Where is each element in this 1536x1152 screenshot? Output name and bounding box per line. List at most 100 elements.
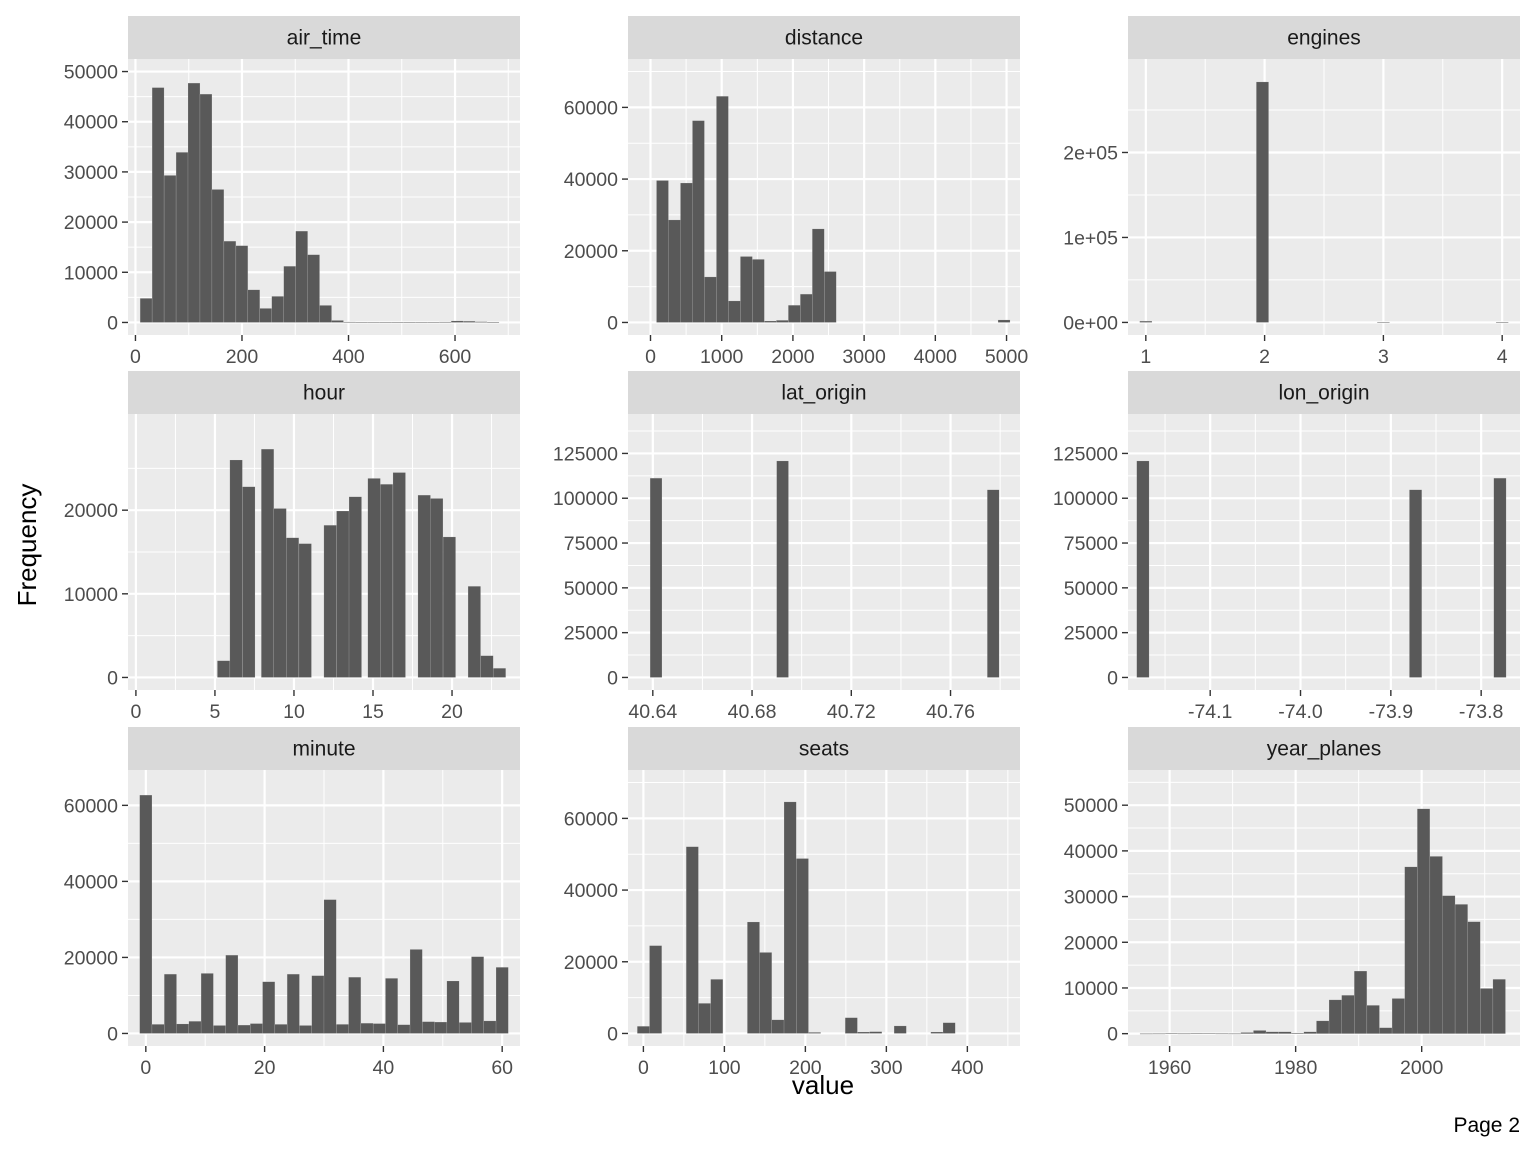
y-tick-label: 20000 — [64, 947, 118, 969]
y-tick-label: 30000 — [1064, 887, 1118, 909]
facet-strip — [628, 16, 1020, 59]
y-tick-label: 125000 — [1053, 443, 1118, 465]
histogram-bar — [776, 460, 789, 678]
x-tick-label: 60 — [491, 1057, 513, 1079]
histogram-bar — [1467, 921, 1481, 1034]
histogram-bar — [685, 846, 699, 1034]
facet-title: lon_origin — [1278, 382, 1369, 405]
histogram-bar — [1139, 1033, 1153, 1035]
x-tick-label: 0 — [130, 701, 141, 723]
y-tick-label: 50000 — [564, 578, 618, 600]
histogram-bar — [740, 256, 753, 323]
histogram-bar — [656, 180, 669, 323]
histogram-bar — [716, 96, 729, 323]
histogram-bar — [1354, 970, 1368, 1034]
histogram-bar — [262, 981, 276, 1034]
histogram-bar — [139, 298, 153, 323]
histogram-bar — [1442, 895, 1456, 1034]
histogram-bar — [1341, 995, 1355, 1034]
page-number-label: Page 2 — [1453, 1114, 1520, 1137]
y-tick-label: 50000 — [1064, 795, 1118, 817]
histogram-bar — [1429, 856, 1443, 1034]
y-tick-label: 75000 — [564, 533, 618, 555]
facet-lon-origin: lon_origin -74.1 -74.0 -73.9 -73.8 0 25000 5000… — [1053, 371, 1520, 723]
y-tick-label: 50000 — [1064, 578, 1118, 600]
facet-strip — [128, 727, 520, 770]
histogram-bar — [893, 1025, 907, 1034]
histogram-bar — [1228, 1033, 1242, 1035]
x-tick-label: 100 — [708, 1057, 741, 1079]
histogram-bar — [1404, 866, 1418, 1034]
histogram-bar — [213, 1025, 226, 1034]
x-tick-label: 1960 — [1148, 1057, 1192, 1079]
x-tick-label: 40.72 — [827, 701, 876, 723]
histogram-bar — [298, 543, 312, 678]
histogram-bar — [336, 510, 350, 678]
facet-title: seats — [799, 738, 849, 761]
histogram-bar — [747, 921, 760, 1034]
y-tick-label: 0 — [107, 1023, 118, 1045]
histogram-bar — [323, 899, 337, 1034]
y-tick-label: 100000 — [1053, 488, 1118, 510]
histogram-bar — [930, 1031, 944, 1034]
x-tick-label: 40.64 — [628, 701, 677, 723]
histogram-bar — [1493, 477, 1507, 678]
histogram-bar — [692, 120, 705, 323]
y-tick-label: 30000 — [64, 162, 118, 184]
x-tick-label: 3000 — [842, 346, 886, 368]
y-tick-label: 125000 — [553, 443, 618, 465]
x-tick-label: 0 — [645, 346, 656, 368]
y-tick-label: 20000 — [64, 212, 118, 234]
histogram-bar — [800, 293, 813, 323]
histogram-bar — [380, 484, 394, 678]
y-tick-label: 0 — [607, 667, 618, 689]
facet-strip — [628, 727, 1020, 770]
histogram-bar — [1256, 81, 1269, 323]
x-tick-label: 4000 — [914, 346, 958, 368]
histogram-bar — [450, 320, 464, 323]
facet-strip — [1128, 371, 1520, 414]
histogram-bar — [1139, 320, 1153, 323]
x-tick-label: 400 — [951, 1057, 984, 1079]
histogram-bar — [323, 525, 337, 678]
histogram-bar — [788, 305, 801, 323]
histogram-bar — [987, 489, 1000, 678]
facet-title: hour — [303, 382, 345, 405]
facet-title: lat_origin — [781, 382, 866, 405]
y-tick-label: 0 — [607, 1023, 618, 1045]
facet-strip — [628, 371, 1020, 414]
x-tick-label: 0 — [130, 346, 141, 368]
y-tick-label: 60000 — [564, 97, 618, 119]
y-tick-label: 25000 — [564, 623, 618, 645]
histogram-bar — [1215, 1033, 1229, 1035]
y-tick-label: 40000 — [564, 880, 618, 902]
histogram-bar — [492, 668, 506, 678]
histogram-bar — [427, 321, 440, 323]
histogram-bar — [462, 321, 476, 323]
y-tick-label: 25000 — [1064, 623, 1118, 645]
histogram-bar — [403, 322, 416, 324]
histogram-bar — [439, 321, 452, 323]
histogram-bar — [668, 219, 681, 323]
histogram-bar — [1495, 322, 1509, 324]
x-tick-label: -73.8 — [1459, 701, 1503, 723]
histogram-bar — [764, 320, 777, 323]
y-tick-label: 2e+05 — [1063, 142, 1118, 164]
histogram-bar — [759, 952, 773, 1034]
histogram-bar — [242, 486, 256, 678]
facet-strip — [1128, 727, 1520, 770]
histogram-bar — [796, 858, 809, 1034]
histogram-bar — [1480, 988, 1494, 1034]
histogram-bar — [187, 82, 201, 323]
facet-title: year_planes — [1267, 738, 1381, 761]
histogram-bar — [776, 320, 789, 323]
histogram-bar — [311, 975, 325, 1034]
histogram-bar — [217, 660, 231, 678]
y-tick-label: 20000 — [564, 241, 618, 263]
x-tick-label: -74.0 — [1278, 701, 1323, 723]
histogram-bar — [857, 1031, 870, 1034]
y-tick-label: 0 — [107, 312, 118, 334]
x-tick-label: 5 — [210, 701, 221, 723]
histogram-bar — [415, 322, 428, 324]
